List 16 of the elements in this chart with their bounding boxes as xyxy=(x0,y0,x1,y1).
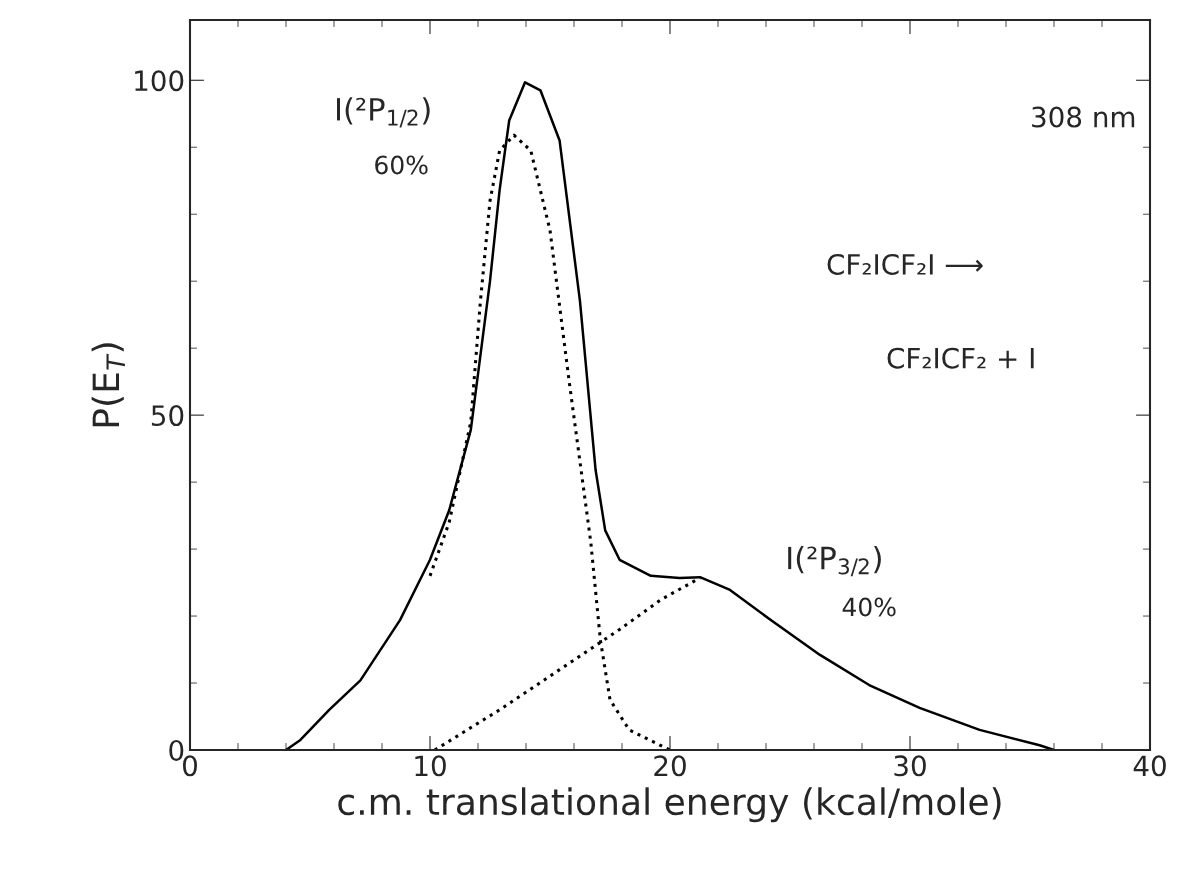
y-tick-label: 0 xyxy=(169,739,184,761)
text: I(²P$_{1/2}$) xyxy=(337,97,430,128)
text: I(²P$_{3/2}$) xyxy=(788,545,881,577)
x-axis-title: c.m. translational energy (kcal/mole) xyxy=(338,787,1001,823)
y-axis-title: P(E$_{T}$) xyxy=(91,343,125,427)
annotation: CF₂ICF₂ + I xyxy=(887,347,1034,369)
x-tick-label: 40 xyxy=(1133,755,1166,777)
x-tick-label: 20 xyxy=(654,755,686,777)
annotation: 40% xyxy=(842,597,896,617)
annotation: CF₂ICF₂I ⟶ xyxy=(827,253,983,275)
x-tick-label: 10 xyxy=(415,755,446,777)
y-tick-label: 50 xyxy=(151,405,184,427)
y-tick-label: 100 xyxy=(135,70,184,92)
annotation: 60% xyxy=(375,155,428,175)
annotation: 308 nm xyxy=(1032,106,1135,128)
x-tick-label: 30 xyxy=(894,755,926,777)
